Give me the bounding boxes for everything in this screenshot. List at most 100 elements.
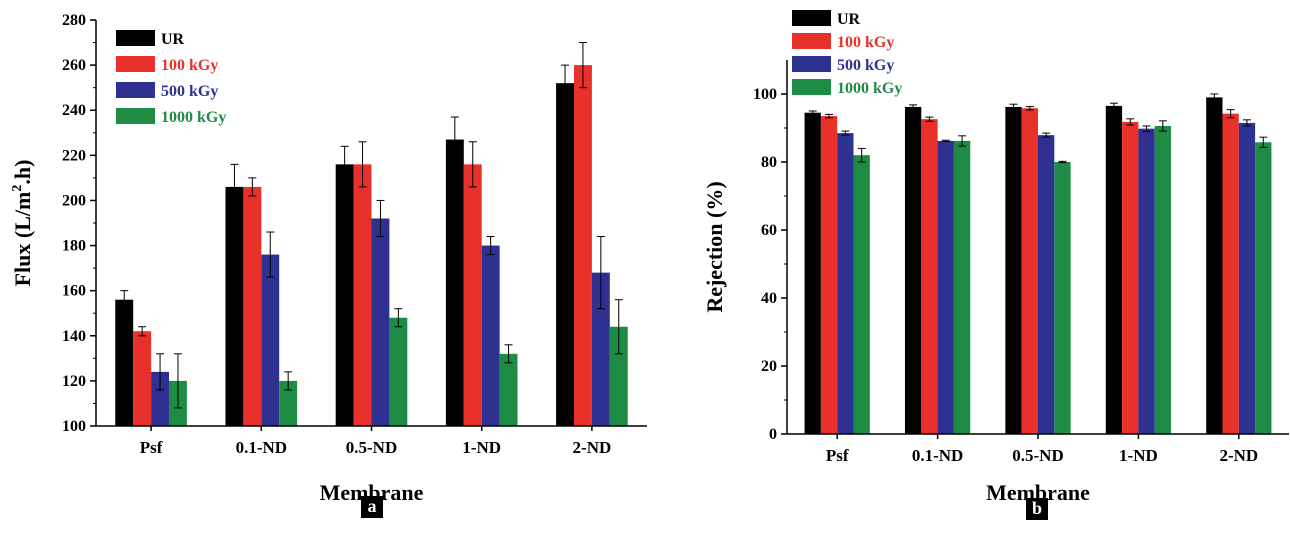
- y-tick-label: 160: [62, 283, 86, 300]
- bar-1000-kgy-psf: [853, 155, 870, 434]
- x-tick-label-2-nd: 2-ND: [1219, 446, 1258, 465]
- error-bar-1000-kgy-1-nd: [504, 344, 513, 364]
- y-axis-title: Flux (L/m2.h): [10, 160, 35, 287]
- y-tick-label: 240: [62, 102, 86, 119]
- bar-100-kgy-2-nd: [573, 65, 592, 427]
- bar-ur-0-1-nd: [225, 186, 244, 426]
- x-tick-label-psf: Psf: [826, 446, 849, 465]
- y-tick-label: 200: [62, 192, 86, 209]
- bar-1000-kgy-2-nd: [1255, 142, 1272, 434]
- error-bar-1000-kgy-0-1-nd: [958, 135, 967, 147]
- bar-ur-0-5-nd: [335, 164, 354, 427]
- bar-500-kgy-0-5-nd: [371, 218, 390, 426]
- bar-100-kgy-psf: [820, 116, 838, 434]
- error-bar-1000-kgy-psf: [173, 353, 182, 409]
- error-bar-500-kgy-1-nd: [486, 236, 495, 256]
- error-bar-100-kgy-1-nd: [1126, 118, 1135, 126]
- bar-ur-1-nd: [1105, 105, 1123, 435]
- error-bar-500-kgy-2-nd: [1242, 119, 1251, 127]
- legend-label-ur: UR: [161, 31, 185, 48]
- legend-label-100-kgy: 100 kGy: [161, 57, 218, 74]
- bar-500-kgy-psf: [151, 371, 170, 426]
- bar-ur-0-1-nd: [904, 106, 922, 435]
- y-axis-title-sup: 2: [10, 185, 25, 192]
- error-bar-1000-kgy-1-nd: [1158, 120, 1167, 132]
- error-bar-ur-psf: [120, 290, 129, 310]
- bar-100-kgy-0-5-nd: [353, 164, 372, 427]
- error-bar-ur-2-nd: [561, 64, 570, 102]
- error-bar-500-kgy-0-1-nd: [941, 139, 950, 143]
- y-tick-label: 120: [62, 373, 86, 390]
- y-tick-label: 260: [62, 57, 86, 74]
- legend-swatch-500-kgy: [792, 56, 831, 72]
- error-bar-ur-0-5-nd: [1009, 103, 1018, 111]
- legend-label-ur: UR: [837, 11, 861, 28]
- legend-label-1000-kgy: 1000 kGy: [837, 80, 902, 97]
- bar-1000-kgy-2-nd: [609, 326, 628, 426]
- y-tick-label: 0: [769, 426, 777, 443]
- y-tick-label: 100: [62, 418, 86, 435]
- bar-500-kgy-psf: [837, 133, 854, 434]
- error-bar-500-kgy-0-5-nd: [376, 199, 385, 238]
- error-bar-100-kgy-1-nd: [468, 141, 477, 188]
- panel-tag: b: [1032, 498, 1042, 518]
- error-bar-1000-kgy-2-nd: [1259, 136, 1268, 148]
- x-tick-label-psf: Psf: [140, 438, 163, 457]
- y-tick-label: 220: [62, 147, 86, 164]
- legend: UR 100 kGy 500 kGy 1000 kGy: [792, 10, 902, 97]
- x-tick-label-2-nd: 2-ND: [573, 438, 612, 457]
- error-bar-100-kgy-psf: [138, 326, 147, 337]
- bar-100-kgy-2-nd: [1222, 113, 1239, 434]
- bar-1000-kgy-0-1-nd: [279, 380, 298, 426]
- error-bar-500-kgy-2-nd: [596, 236, 605, 310]
- bar-100-kgy-0-5-nd: [1021, 108, 1039, 434]
- error-bar-1000-kgy-0-5-nd: [394, 308, 403, 328]
- bar-100-kgy-1-nd: [463, 164, 482, 427]
- bar-500-kgy-0-5-nd: [1038, 135, 1055, 434]
- error-bar-1000-kgy-psf: [857, 147, 866, 163]
- error-bar-1000-kgy-2-nd: [614, 299, 623, 355]
- x-tick-label-0-1-nd: 0.1-ND: [912, 446, 963, 465]
- error-bar-100-kgy-0-5-nd: [1025, 106, 1034, 111]
- bar-ur-2-nd: [556, 83, 574, 426]
- y-tick-label: 80: [761, 154, 777, 171]
- bar-500-kgy-1-nd: [1138, 128, 1155, 434]
- bar-1000-kgy-1-nd: [1154, 125, 1172, 435]
- legend-swatch-500-kgy: [116, 82, 155, 98]
- y-axis-title: Rejection (%): [702, 181, 727, 312]
- bar-ur-2-nd: [1206, 97, 1223, 435]
- bar-500-kgy-0-1-nd: [937, 140, 954, 435]
- panel-tag-box: [361, 496, 383, 518]
- bar-ur-1-nd: [445, 139, 464, 427]
- x-tick-label-0-5-nd: 0.5-ND: [1012, 446, 1063, 465]
- chart-panel-a: 100 120 140 160 180 200 220 240 260 280 Psf 0.1-ND 0…: [10, 12, 647, 518]
- error-bar-1000-kgy-0-1-nd: [284, 371, 293, 391]
- y-tick-label: 180: [62, 238, 86, 255]
- error-bar-ur-1-nd: [450, 116, 459, 163]
- legend-label-500-kgy: 500 kGy: [837, 57, 894, 74]
- error-bar-100-kgy-0-1-nd: [248, 177, 257, 197]
- error-bar-1000-kgy-0-5-nd: [1058, 160, 1067, 164]
- bar-500-kgy-0-1-nd: [261, 254, 280, 426]
- error-bar-ur-0-5-nd: [340, 145, 349, 183]
- legend-swatch-100-kgy: [792, 33, 831, 49]
- error-bar-100-kgy-0-5-nd: [358, 141, 367, 188]
- error-bar-100-kgy-2-nd: [578, 42, 587, 89]
- legend-label-1000-kgy: 1000 kGy: [161, 109, 226, 126]
- bar-ur-0-5-nd: [1005, 106, 1022, 435]
- bar-1000-kgy-0-5-nd: [1054, 162, 1071, 434]
- y-axis-title-main: Flux (L/m: [10, 192, 35, 287]
- bar-ur-psf: [115, 299, 134, 426]
- error-bar-ur-0-1-nd: [230, 163, 239, 210]
- error-bar-500-kgy-0-1-nd: [266, 231, 275, 278]
- y-tick-label: 60: [761, 222, 777, 239]
- x-tick-label-1-nd: 1-ND: [1119, 446, 1158, 465]
- bar-100-kgy-psf: [133, 331, 152, 426]
- error-bar-ur-0-1-nd: [909, 104, 918, 110]
- legend: UR 100 kGy 500 kGy 1000 kGy: [116, 30, 226, 126]
- legend-swatch-ur: [792, 10, 831, 26]
- legend-swatch-1000-kgy: [116, 108, 155, 124]
- bar-500-kgy-2-nd: [1238, 122, 1256, 435]
